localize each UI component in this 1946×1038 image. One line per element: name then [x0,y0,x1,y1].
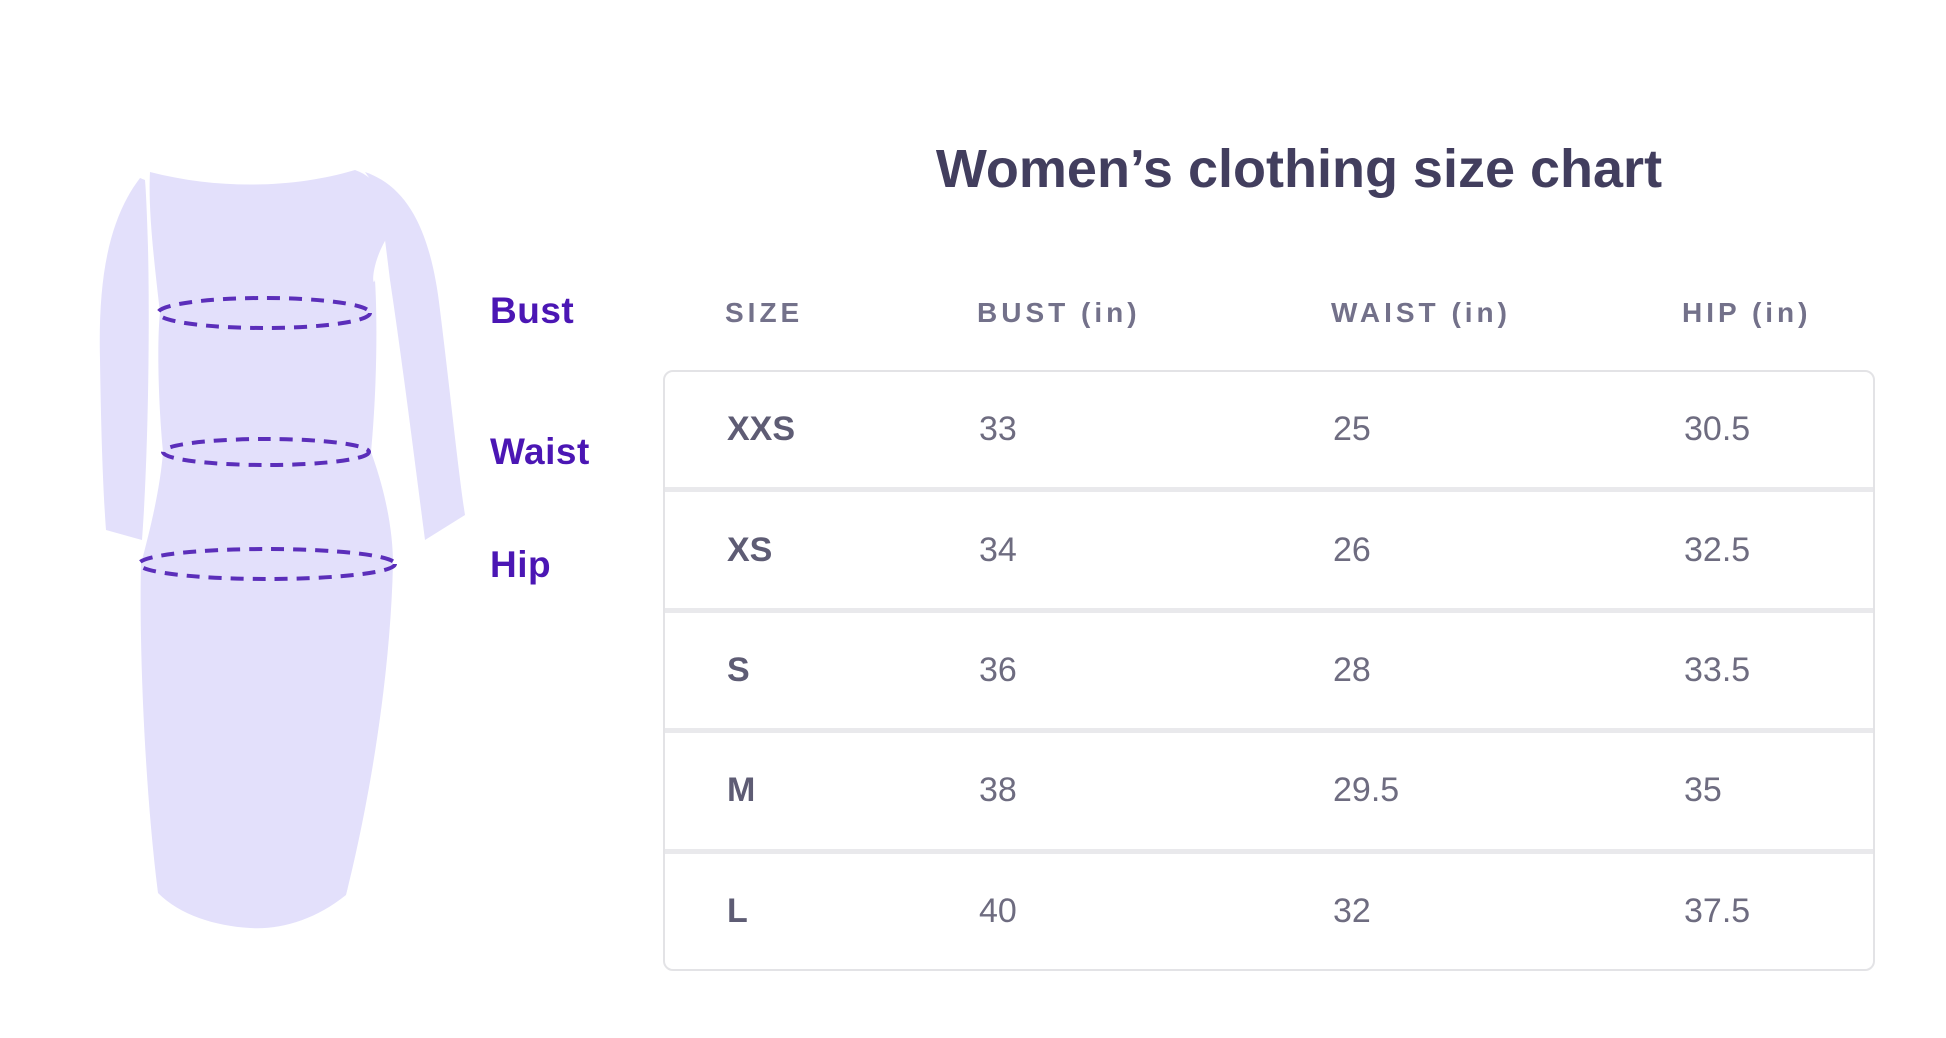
waist-cell: 25 [1333,410,1371,449]
hip-ellipse [137,547,397,581]
size-cell: M [727,771,756,810]
table-row: L 40 32 37.5 [665,853,1873,969]
bust-ellipse [156,296,372,330]
waist-cell: 29.5 [1333,771,1400,810]
column-header-waist: WAIST (in) [1331,297,1511,328]
hip-cell: 32.5 [1684,530,1751,569]
hip-cell: 30.5 [1684,410,1751,449]
bust-cell: 40 [979,891,1017,930]
table-row: XS 34 26 32.5 [665,492,1873,608]
size-cell: L [727,891,748,930]
table-row: M 38 29.5 35 [665,733,1873,849]
bust-cell: 33 [979,410,1017,449]
hip-cell: 35 [1684,771,1722,810]
column-header-size: SIZE [725,297,804,328]
size-cell: S [727,650,750,689]
dress-illustration [99,170,465,929]
bust-cell: 34 [979,530,1017,569]
size-cell: XS [727,530,773,569]
left-sleeve-shape [99,178,149,540]
table-row: S 36 28 33.5 [665,612,1873,729]
page-title: Women’s clothing size chart [935,139,1663,199]
waist-label: Waist [490,431,590,472]
bust-cell: 38 [979,771,1017,810]
size-cell: XXS [727,410,796,449]
bust-cell: 36 [979,650,1017,689]
hip-cell: 37.5 [1684,891,1751,930]
bust-label: Bust [490,290,575,331]
waist-cell: 28 [1333,650,1371,689]
column-header-hip: HIP (in) [1682,297,1812,328]
size-table-header: SIZE BUST (in) WAIST (in) HIP (in) [663,286,1875,340]
table-row: XXS 33 25 30.5 [665,372,1873,488]
column-header-bust: BUST (in) [977,297,1141,328]
waist-ellipse [161,437,371,467]
hip-cell: 33.5 [1684,650,1751,689]
hip-label: Hip [490,544,552,585]
waist-cell: 26 [1333,530,1371,569]
waist-cell: 32 [1333,891,1371,930]
dress-silhouette [140,170,393,929]
right-sleeve-shape [365,172,465,540]
size-table-body: XXS 33 25 30.5 XS 34 26 32.5 S 36 28 33.… [663,370,1875,971]
